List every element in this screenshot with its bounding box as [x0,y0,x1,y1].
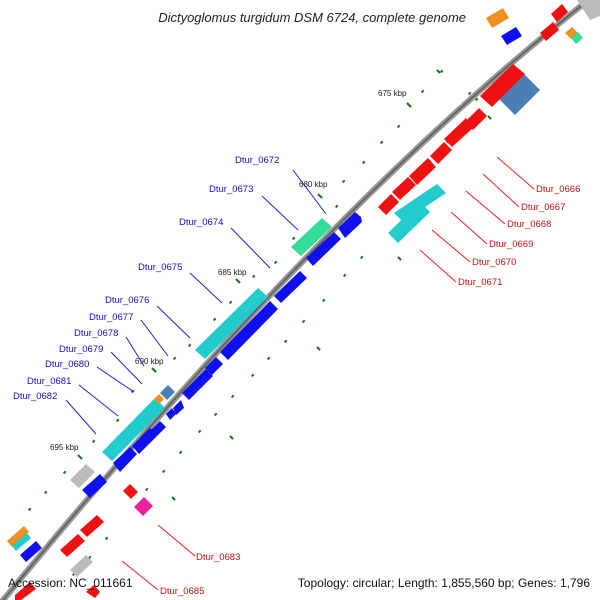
cds-reverse [480,64,525,107]
gene-label: Dtur_0672 [235,155,279,166]
reverse-labels: Dtur_0666 Dtur_0667 Dtur_0668 Dtur_0669 … [160,184,580,597]
cds-reverse [551,4,568,22]
cds-forward [205,357,223,375]
gene-label: Dtur_0681 [27,376,71,387]
gene-label: Dtur_0673 [209,184,253,195]
feature-gray [70,555,93,577]
cds-forward [173,400,184,415]
topology-text: Topology: circular; Length: 1,855,560 bp… [297,576,590,590]
cds-forward [151,421,166,436]
gene-label: Dtur_0680 [45,359,89,370]
cds-reverse [392,177,416,200]
feature-green [291,218,332,256]
cds-forward [306,232,341,266]
gene-label: Dtur_0679 [59,344,103,355]
reverse-track [15,0,600,600]
feature-steelblue [499,74,540,115]
accession-text: Accession: NC_011661 [8,576,133,590]
gene-label: Dtur_0670 [472,257,516,268]
gene-label: Dtur_0682 [13,391,57,402]
gene-label: Dtur_0677 [89,312,133,323]
feature-cyan [102,398,165,461]
tick-label: 675 kbp [378,89,407,98]
forward-track [7,8,522,562]
cds-forward [166,408,176,420]
feature-orange [154,394,164,404]
cds-forward [132,428,157,454]
cds-reverse [123,484,138,499]
tick-685 [235,278,241,284]
cds-reverse [444,118,474,147]
tick-labels: 675 kbp 680 kbp 685 kbp 690 kbp 695 kbp [50,89,407,452]
gene-label: Dtur_0685 [160,586,204,597]
tick-680 [317,193,323,199]
gene-label: Dtur_0678 [74,328,118,339]
gene-label: Dtur_0675 [138,262,182,273]
feature-orange [565,27,578,39]
tick-695 [77,454,83,460]
gene-label: Dtur_0666 [536,184,580,195]
tick-690 [151,367,157,373]
cds-forward [220,301,278,360]
cds-reverse [378,194,399,215]
feature-orange [486,8,509,28]
feature-orange [7,526,29,547]
feature-green [571,32,583,44]
gene-label: Dtur_0683 [196,552,240,563]
feature-steelblue [160,385,175,400]
feature-gray [70,464,95,488]
tick-label: 680 kbp [299,180,328,189]
gene-label: Dtur_0674 [179,217,223,228]
cds-forward [274,271,307,303]
tick-label: 695 kbp [50,443,79,452]
tick-label: 690 kbp [135,357,164,366]
cds-forward [338,212,362,238]
genome-title: Dictyoglomus turgidum DSM 6724, complete… [158,10,466,25]
scale-ticks [77,68,513,501]
gene-label: Dtur_0669 [489,239,533,250]
feature-gray [577,0,600,20]
cds-reverse [540,22,559,41]
cds-reverse [80,515,104,537]
gene-label: Dtur_0668 [507,219,551,230]
cds-reverse [409,158,436,185]
tick-label: 685 kbp [218,268,247,277]
cds-forward [182,369,213,400]
forward-labels: Dtur_0672 Dtur_0673 Dtur_0674 Dtur_0675 … [13,155,279,402]
cds-reverse [86,585,100,598]
cds-reverse [15,582,36,600]
gene-label: Dtur_0667 [521,202,565,213]
feature-cyan [195,288,268,359]
feature-magenta [134,497,153,516]
cds-forward [20,541,42,562]
cds-forward [501,27,522,45]
cds-forward [82,474,107,498]
gene-label: Dtur_0671 [458,277,502,288]
cds-forward [113,447,137,472]
feature-cyan [388,202,430,243]
reverse-leaders [121,156,535,591]
feature-cyan [12,533,31,551]
forward-leaders [65,169,327,435]
gene-label: Dtur_0676 [105,295,149,306]
tick-675 [406,102,412,108]
cds-reverse [60,534,85,557]
cds-reverse [430,142,452,164]
